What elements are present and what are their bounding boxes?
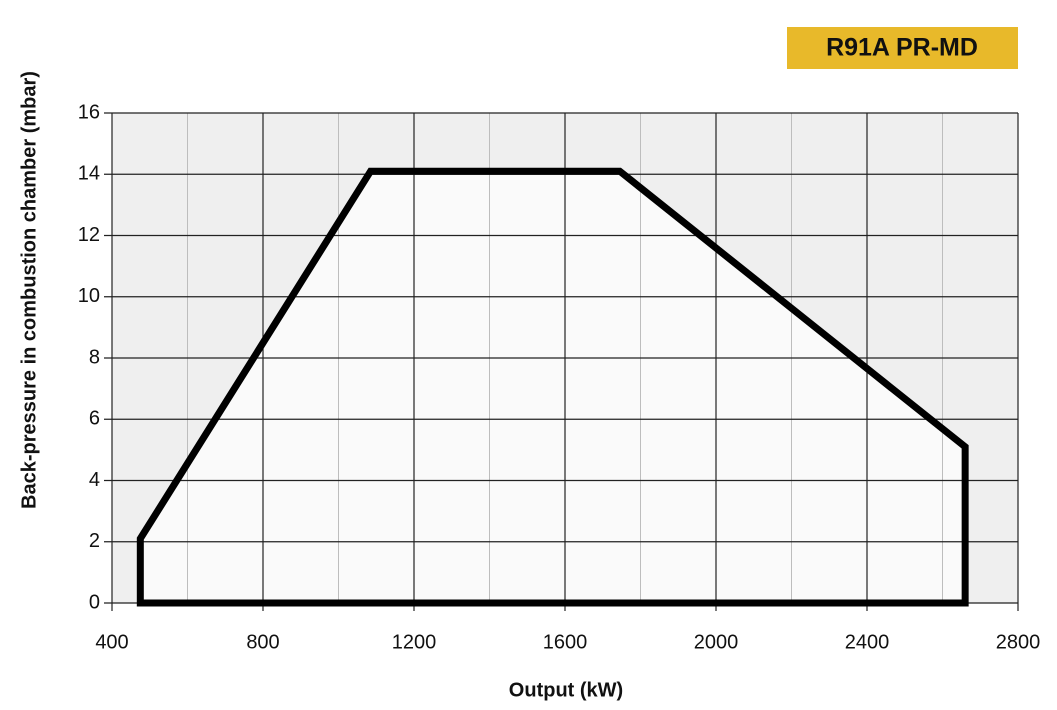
y-tick-label: 12 <box>78 224 100 246</box>
x-axis-label: Output (kW) <box>509 679 623 701</box>
y-tick-label: 0 <box>89 591 100 613</box>
y-tick-label: 14 <box>78 163 100 185</box>
y-tick-label: 2 <box>89 530 100 552</box>
y-tick-label: 6 <box>89 408 100 430</box>
x-tick-label: 1200 <box>392 631 437 653</box>
x-tick-label: 2000 <box>694 631 739 653</box>
y-axis-label: Back-pressure in combustion chamber (mba… <box>18 71 40 509</box>
x-tick-label: 2800 <box>996 631 1041 653</box>
y-tick-label: 16 <box>78 101 100 123</box>
title-badge <box>787 27 1018 69</box>
operating-range-outline <box>136 167 969 607</box>
chart-title: R91A PR-MD <box>826 34 978 62</box>
operating-range <box>140 171 966 603</box>
x-tick-label: 400 <box>95 631 128 653</box>
x-tick-label: 1600 <box>543 631 588 653</box>
y-tick-label: 10 <box>78 285 100 307</box>
y-tick-label: 8 <box>89 346 100 368</box>
y-tick-label: 4 <box>89 469 100 491</box>
x-tick-label: 2400 <box>845 631 890 653</box>
x-tick-label: 800 <box>246 631 279 653</box>
